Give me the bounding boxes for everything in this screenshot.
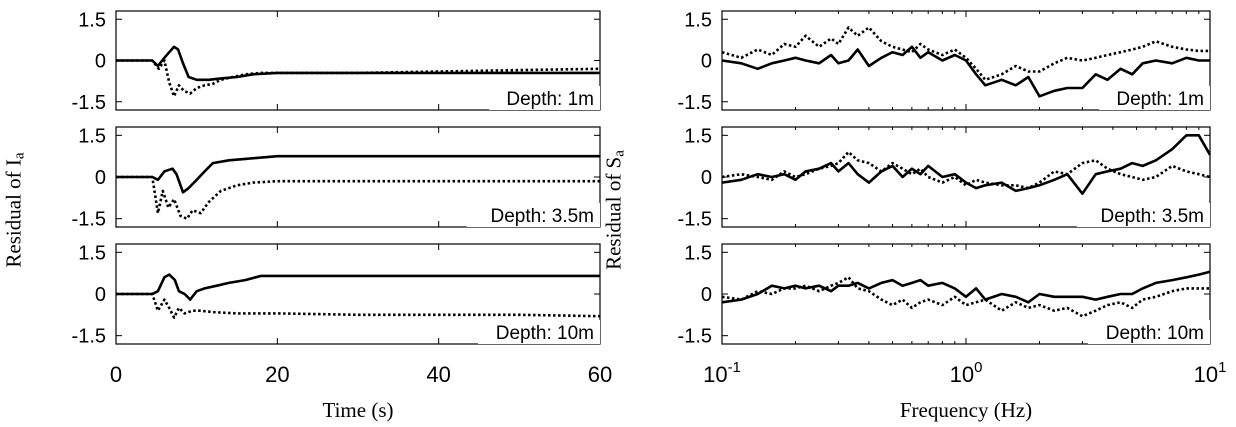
x-tick-label-freq-base-1: 10 — [950, 362, 974, 387]
y-tick-label-time-0-0: 1.5 — [78, 9, 106, 31]
y-axis-label-right-text: Residual of S — [601, 156, 626, 270]
y-tick-label-time-0-2: -1.5 — [72, 92, 106, 114]
x-axis-label-frequency: Frequency (Hz) — [899, 398, 1033, 422]
x-tick-label-time-1: 20 — [265, 362, 289, 387]
x-tick-label-freq-2: 101 — [1194, 359, 1227, 387]
annotation-bg-time-1 — [466, 203, 600, 227]
series-solid-time-0 — [116, 45, 600, 82]
x-tick-label-freq-exp-0: -1 — [728, 359, 741, 376]
x-tick-label-time-0: 0 — [110, 362, 122, 387]
series-solid-frequency-1 — [721, 134, 1212, 195]
x-tick-label-time-3: 60 — [588, 362, 612, 387]
series-dotted-time-2 — [116, 292, 601, 319]
annotation-frequency-2: Depth: 10m — [1106, 323, 1204, 344]
annotation-bg-time-0 — [489, 86, 600, 110]
annotation-bg-time-2 — [478, 320, 600, 344]
y-axis-label-left: Residual of Ia — [0, 135, 30, 285]
y-tick-label-time-2-0: 1.5 — [78, 242, 106, 264]
series-dotted-frequency-2 — [721, 276, 1210, 318]
y-tick-label-time-1-1: 0 — [95, 167, 106, 189]
y-axis-label-left-text: Residual of I — [1, 159, 26, 268]
annotation-time-0: Depth: 1m — [506, 89, 594, 110]
annotation-time-2: Depth: 10m — [496, 323, 594, 344]
annotation-bg-frequency-1 — [1076, 203, 1210, 227]
y-tick-label-time-1-2: -1.5 — [72, 209, 106, 231]
y-tick-label-frequency-2-0: 1.5 — [684, 242, 712, 264]
series-solid-frequency-2 — [721, 270, 1211, 304]
y-tick-label-time-2-2: -1.5 — [72, 326, 106, 348]
series-solid-frequency-0 — [721, 45, 1210, 98]
y-tick-label-time-2-1: 0 — [95, 284, 106, 306]
series-solid-time-1 — [116, 154, 600, 194]
x-tick-label-freq-base-2: 10 — [1194, 362, 1218, 387]
y-tick-label-frequency-1-0: 1.5 — [684, 125, 712, 147]
x-tick-label-time-2: 40 — [426, 362, 450, 387]
y-tick-label-time-0-1: 0 — [95, 51, 106, 73]
y-axis-label-right-sub: a — [611, 150, 628, 157]
y-tick-label-frequency-0-1: 0 — [701, 51, 712, 73]
y-tick-label-frequency-0-2: -1.5 — [678, 92, 712, 114]
x-tick-label-freq-0: 10-1 — [703, 359, 741, 387]
y-tick-label-frequency-1-1: 0 — [701, 167, 712, 189]
x-tick-label-freq-1: 100 — [950, 359, 983, 387]
x-tick-label-freq-exp-1: 0 — [974, 359, 982, 376]
y-tick-label-frequency-2-1: 0 — [701, 284, 712, 306]
y-tick-label-time-1-0: 1.5 — [78, 125, 106, 147]
x-tick-label-freq-base-0: 10 — [703, 362, 727, 387]
y-axis-label-left-sub: a — [11, 152, 28, 160]
x-tick-label-freq-exp-2: 1 — [1218, 359, 1226, 376]
x-axis-label-time: Time (s) — [322, 398, 394, 422]
annotation-frequency-0: Depth: 1m — [1116, 89, 1204, 110]
y-axis-label-right: Residual of Sa — [600, 135, 630, 285]
y-tick-label-frequency-0-0: 1.5 — [684, 9, 712, 31]
y-tick-label-frequency-1-2: -1.5 — [678, 209, 712, 231]
series-dotted-time-1 — [116, 175, 600, 220]
annotation-frequency-1: Depth: 3.5m — [1101, 206, 1205, 227]
series-dotted-time-0 — [116, 59, 601, 98]
series-dotted-frequency-1 — [721, 150, 1211, 190]
y-tick-label-frequency-2-2: -1.5 — [678, 326, 712, 348]
annotation-bg-frequency-0 — [1099, 86, 1210, 110]
annotation-time-1: Depth: 3.5m — [491, 206, 595, 227]
series-dotted-frequency-0 — [721, 26, 1210, 82]
annotation-bg-frequency-2 — [1088, 320, 1210, 344]
series-solid-time-2 — [116, 273, 600, 301]
